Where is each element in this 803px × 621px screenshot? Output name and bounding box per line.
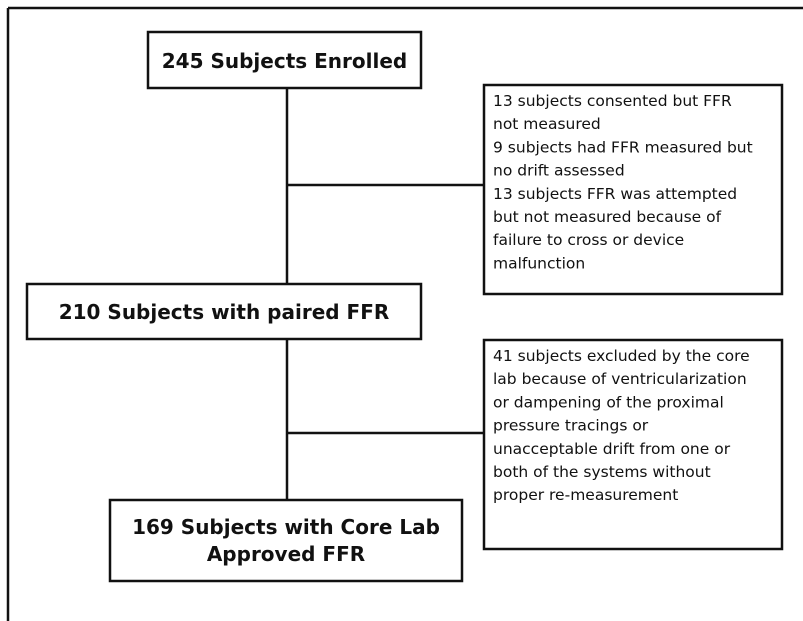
note-line: not measured [493,115,601,133]
node-label: 210 Subjects with paired FFR [59,300,390,324]
node-label: Approved FFR [207,542,365,566]
note-line: unacceptable drift from one or [493,440,731,458]
note-line: pressure tracings or [493,417,649,435]
node-box [108,498,464,583]
note-line: 9 subjects had FFR measured but [493,138,753,156]
node-label: 245 Subjects Enrolled [162,49,407,73]
note-line: failure to cross or device [493,231,684,249]
node-box [25,282,423,341]
note-line: no drift assessed [493,162,625,180]
node-box [146,30,423,90]
note-line: or dampening of the proximal [493,393,724,411]
node-label: 169 Subjects with Core Lab [132,515,440,539]
note-line: lab because of ventricularization [493,370,747,388]
note-box [482,83,784,296]
note-line: 41 subjects excluded by the core [493,347,750,365]
note-line: but not measured because of [493,208,722,226]
note-line: 13 subjects FFR was attempted [493,185,737,203]
note-line: proper re-measurement [493,486,678,504]
note-line: both of the systems without [493,463,711,481]
note-box [482,338,784,551]
note-line: malfunction [493,254,585,272]
note-line: 13 subjects consented but FFR [493,92,732,110]
